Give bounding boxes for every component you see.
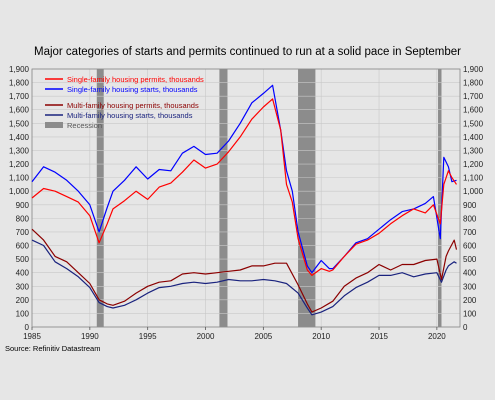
y-tick-label-left: 500 [16, 255, 30, 264]
y-tick-label-right: 100 [463, 309, 477, 318]
legend-label: Recession [67, 121, 102, 130]
x-tick-label: 2000 [197, 332, 215, 341]
y-tick-label-left: 400 [16, 269, 30, 278]
y-tick-label-right: 1,300 [463, 146, 484, 155]
y-tick-label-left: 1,700 [9, 92, 30, 101]
legend-label: Single-family housing starts, thousands [67, 85, 198, 94]
recession-band [219, 69, 228, 327]
y-axis-right: 0 100 200 300 400 500 600 700 800 900 1,000 1,100 1,… [463, 65, 484, 332]
x-tick-label: 2020 [428, 332, 446, 341]
y-tick-label-left: 0 [25, 323, 30, 332]
legend-label: Multi-family housing starts, thousands [67, 111, 193, 120]
y-tick-label-right: 800 [463, 214, 477, 223]
y-tick-label-right: 1,500 [463, 119, 484, 128]
y-tick-label-right: 200 [463, 296, 477, 305]
y-tick-label-right: 900 [463, 201, 477, 210]
y-tick-label-left: 1,100 [9, 174, 30, 183]
series-line [31, 228, 458, 313]
y-tick-label-right: 1,700 [463, 92, 484, 101]
y-tick-label-left: 1,000 [9, 187, 30, 196]
x-tick-label: 2010 [312, 332, 330, 341]
y-tick-label-left: 900 [16, 201, 30, 210]
y-tick-label-right: 1,100 [463, 174, 484, 183]
y-tick-label-right: 300 [463, 282, 477, 291]
y-tick-label-left: 1,800 [9, 79, 30, 88]
y-tick-label-left: 1,500 [9, 119, 30, 128]
y-tick-label-left: 200 [16, 296, 30, 305]
y-tick-label-right: 1,600 [463, 106, 484, 115]
y-tick-label-left: 800 [16, 214, 30, 223]
y-tick-label-right: 1,400 [463, 133, 484, 142]
recession-band [298, 69, 316, 327]
y-tick-label-left: 1,200 [9, 160, 30, 169]
recession-band [438, 69, 442, 327]
y-tick-label-right: 600 [463, 242, 477, 251]
y-tick-label-left: 600 [16, 242, 30, 251]
x-tick-label: 2005 [254, 332, 272, 341]
recession-band [96, 69, 104, 327]
x-axis: 1985 1990 1995 2000 2005 2010 2015 2020 [23, 327, 446, 341]
y-tick-label-right: 1,800 [463, 79, 484, 88]
legend-label: Multi-family housing permits, thousands [67, 101, 199, 110]
y-tick-label-right: 700 [463, 228, 477, 237]
y-tick-label-right: 0 [463, 323, 468, 332]
chart-title: Major categories of starts and permits c… [33, 46, 461, 58]
series-lines [31, 84, 458, 316]
y-tick-label-right: 1,200 [463, 160, 484, 169]
y-tick-label-right: 1,900 [463, 65, 484, 74]
source-note: Source: Refinitiv Datastream [5, 344, 101, 353]
y-tick-label-right: 400 [463, 269, 477, 278]
recession-bands [96, 69, 442, 327]
y-tick-label-left: 100 [16, 309, 30, 318]
y-tick-label-left: 1,900 [9, 65, 30, 74]
x-tick-label: 1985 [23, 332, 41, 341]
x-tick-label: 2015 [370, 332, 388, 341]
series-line [31, 98, 457, 276]
y-tick-label-right: 1,000 [463, 187, 484, 196]
y-tick-label-left: 1,600 [9, 106, 30, 115]
y-tick-label-left: 300 [16, 282, 30, 291]
legend-label: Single-family housing permits, thousands [67, 75, 204, 84]
y-tick-label-right: 500 [463, 255, 477, 264]
legend-swatch [45, 122, 63, 128]
legend: Single-family housing permits, thousands… [45, 75, 204, 130]
x-tick-label: 1995 [139, 332, 157, 341]
series-line [31, 239, 457, 316]
series-line [31, 84, 457, 274]
y-tick-label-left: 700 [16, 228, 30, 237]
y-tick-label-left: 1,300 [9, 146, 30, 155]
y-axis-left: 0 100 200 300 400 500 600 700 800 900 1,000 1,100 1,… [9, 65, 30, 332]
x-tick-label: 1990 [81, 332, 99, 341]
y-tick-label-left: 1,400 [9, 133, 30, 142]
